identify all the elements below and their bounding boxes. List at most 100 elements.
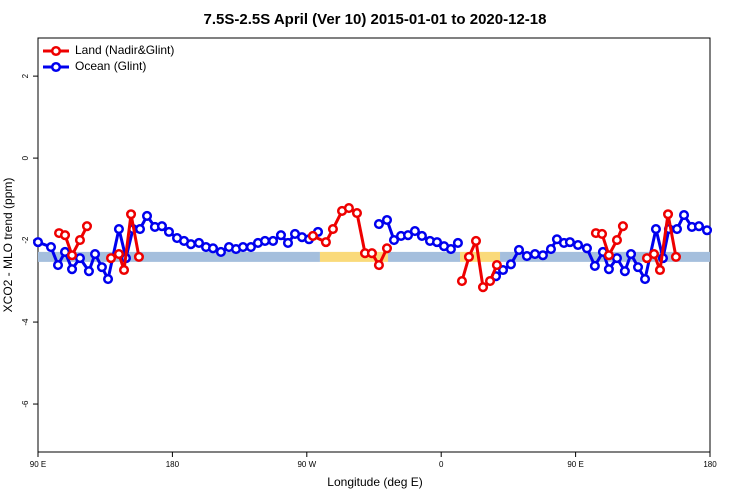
- data-point: [611, 253, 623, 264]
- data-point: [641, 253, 653, 264]
- data-point: [589, 260, 600, 271]
- data-point: [678, 210, 690, 221]
- data-point: [477, 282, 489, 293]
- data-point: [670, 251, 682, 262]
- data-point: [619, 266, 630, 277]
- data-point: [445, 244, 456, 255]
- plot-frame: [37, 37, 711, 453]
- legend-label: Land (Nadir&Glint): [75, 43, 174, 57]
- y-tick-label: 2: [21, 73, 30, 78]
- data-point: [654, 264, 666, 276]
- data-point: [470, 235, 482, 246]
- data-point: [513, 244, 525, 255]
- data-point: [603, 250, 614, 261]
- data-point: [125, 209, 137, 220]
- data-point: [381, 243, 393, 254]
- y-tick-label: 0: [21, 155, 30, 160]
- data-point: [572, 239, 584, 251]
- data-point: [409, 226, 420, 237]
- data-point: [320, 237, 331, 248]
- y-tick-label: -2: [21, 236, 30, 244]
- data-point: [529, 248, 541, 260]
- data-point: [366, 248, 377, 259]
- data-point: [81, 221, 93, 232]
- data-point: [74, 253, 86, 264]
- data-point: [521, 251, 532, 262]
- x-tick-label: 90 W: [297, 460, 316, 469]
- reference-band: [388, 251, 461, 262]
- legend-marker: [50, 61, 62, 73]
- x-tick-label: 180: [703, 460, 717, 469]
- data-point: [193, 237, 205, 249]
- reference-band: [38, 251, 320, 262]
- data-point: [491, 260, 502, 271]
- data-point: [118, 264, 130, 276]
- data-point: [701, 225, 713, 236]
- data-point: [207, 243, 219, 254]
- data-point: [662, 209, 674, 220]
- data-point: [89, 248, 101, 260]
- data-point: [282, 237, 294, 249]
- x-tick-label: 180: [166, 460, 180, 469]
- data-point: [648, 248, 660, 260]
- data-point: [245, 241, 256, 253]
- data-point: [545, 244, 557, 255]
- x-tick-label: 0: [439, 460, 444, 469]
- data-point: [237, 241, 249, 253]
- y-axis-label: XCO2 - MLO trend (ppm): [1, 178, 15, 313]
- data-point: [343, 203, 354, 214]
- data-point: [373, 219, 384, 230]
- chart-title: 7.5S-2.5S April (Ver 10) 2015-01-01 to 2…: [204, 11, 547, 28]
- data-point: [431, 237, 443, 248]
- data-point: [650, 223, 661, 235]
- data-point: [373, 260, 384, 271]
- y-tick-label: -6: [21, 400, 30, 408]
- data-point: [133, 251, 144, 262]
- data-point: [381, 214, 393, 226]
- data-point: [96, 262, 107, 273]
- x-axis-label: Longitude (deg E): [327, 475, 422, 489]
- data-point: [596, 228, 608, 239]
- data-point: [105, 253, 117, 264]
- legend-marker: [50, 45, 62, 57]
- data-point: [156, 221, 167, 232]
- data-point: [632, 262, 644, 273]
- data-point: [52, 260, 64, 271]
- reference-band: [319, 251, 389, 262]
- data-point: [402, 230, 414, 241]
- data-point: [625, 248, 637, 260]
- data-point: [693, 221, 704, 232]
- x-tick-label: 90 E: [567, 460, 583, 469]
- y-tick-label: -4: [21, 318, 30, 326]
- data-point: [505, 259, 516, 270]
- data-point: [268, 235, 279, 246]
- data-point: [163, 226, 175, 237]
- data-point: [456, 276, 468, 287]
- data-point: [66, 250, 78, 261]
- data-point: [83, 266, 94, 277]
- data-point: [45, 241, 57, 253]
- data-point: [185, 239, 196, 250]
- data-point: [74, 235, 86, 246]
- data-point: [327, 223, 338, 235]
- reference-band: [460, 251, 501, 262]
- data-point: [102, 273, 114, 285]
- data-point: [351, 207, 363, 219]
- data-point: [581, 243, 592, 254]
- data-point: [32, 237, 44, 248]
- data-point: [603, 264, 614, 275]
- data-point: [463, 251, 475, 262]
- data-point: [141, 210, 153, 221]
- data-point: [611, 235, 623, 246]
- data-point: [671, 223, 683, 235]
- data-point: [416, 230, 427, 242]
- data-point: [66, 264, 78, 275]
- data-point: [484, 276, 496, 287]
- data-point: [134, 223, 146, 235]
- data-point: [564, 237, 575, 248]
- data-point: [452, 237, 463, 249]
- data-point: [617, 221, 628, 232]
- data-point: [497, 264, 509, 276]
- data-point: [113, 223, 124, 235]
